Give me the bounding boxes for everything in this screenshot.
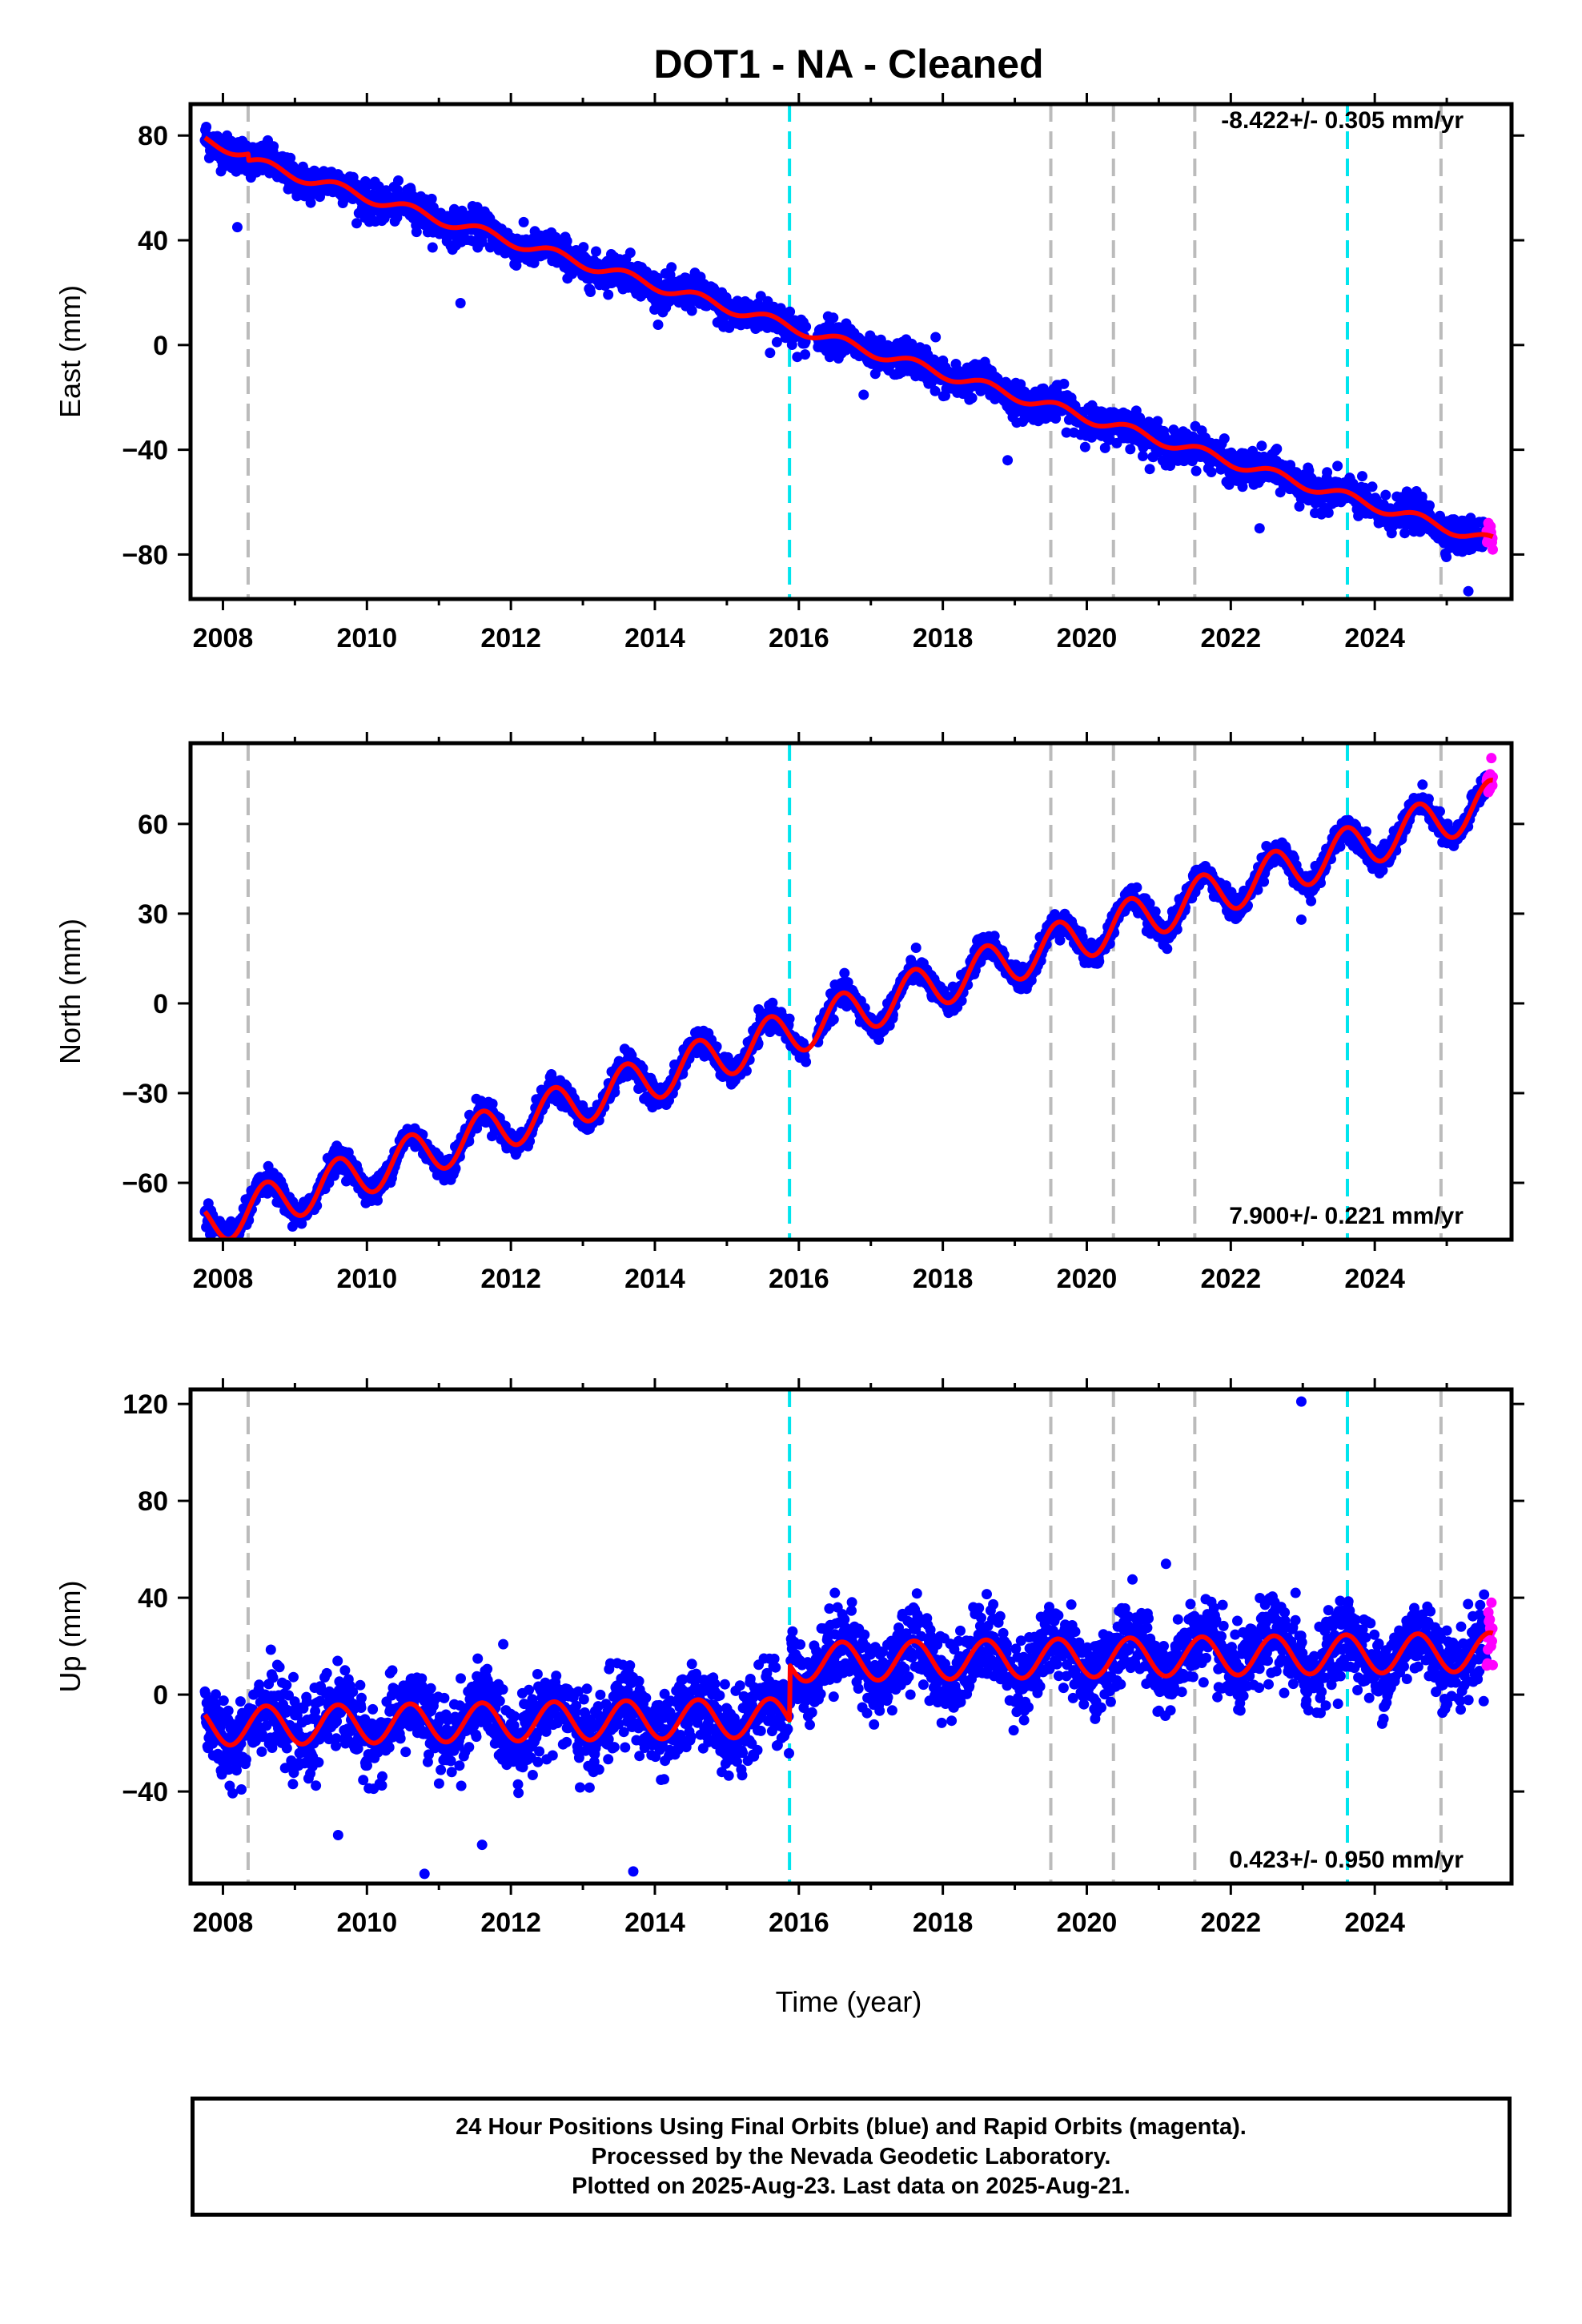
final-point — [1322, 467, 1333, 478]
final-point — [828, 312, 839, 324]
final-point — [665, 269, 676, 280]
chart-title: DOT1 - NA - Cleaned — [653, 42, 1043, 86]
final-point — [393, 175, 404, 186]
y-tick-label: 80 — [138, 121, 168, 151]
data-points-north — [199, 753, 1498, 1252]
final-point — [1357, 471, 1367, 482]
final-point — [800, 349, 811, 360]
outlier-point — [1463, 585, 1474, 597]
outlier-point — [231, 222, 243, 233]
final-point — [1424, 500, 1435, 511]
final-point — [784, 1013, 795, 1024]
final-point — [201, 122, 212, 132]
final-point — [801, 1056, 812, 1068]
final-point — [1152, 416, 1163, 427]
panels-group: 2008 2010 2012 2014 2016 2018 2020 2022 2024 80 40… — [54, 93, 1524, 1938]
x-tick-label: 2016 — [769, 623, 829, 653]
x-tick-label: 2012 — [480, 623, 541, 653]
final-point — [910, 943, 921, 953]
final-point — [391, 212, 403, 223]
y-tick-label: −40 — [122, 436, 168, 466]
final-point — [1219, 433, 1230, 444]
y-tick-label: 40 — [138, 226, 168, 256]
final-point — [1061, 427, 1072, 438]
final-point — [411, 227, 422, 238]
final-point — [426, 193, 437, 204]
final-point — [1271, 444, 1283, 454]
final-point — [624, 247, 636, 259]
x-tick-label: 2024 — [1344, 623, 1405, 653]
outlier-point — [455, 298, 466, 309]
outlier-point — [765, 348, 776, 359]
final-point — [585, 287, 596, 297]
x-tick-label: 2020 — [1057, 623, 1118, 653]
x-tick-label: 2022 — [1200, 623, 1261, 653]
final-point — [427, 242, 438, 253]
y-tick-label: 0 — [153, 331, 168, 361]
final-point — [839, 967, 850, 979]
final-point — [785, 306, 796, 317]
final-point — [930, 385, 941, 396]
final-point — [686, 305, 697, 316]
final-point — [966, 392, 978, 404]
plot-area-north — [199, 743, 1498, 1252]
final-point — [1125, 444, 1136, 455]
final-point — [1441, 552, 1452, 562]
data-points-east — [199, 122, 1498, 597]
final-point — [285, 152, 296, 163]
final-point — [1323, 507, 1334, 518]
final-point — [1058, 378, 1070, 389]
final-point — [786, 340, 797, 350]
final-point — [732, 296, 743, 307]
y-tick-label: −80 — [122, 540, 168, 570]
final-point — [771, 336, 782, 348]
final-point — [518, 216, 529, 227]
x-tick-label: 2018 — [913, 623, 974, 653]
x-tick-label: 2010 — [336, 623, 397, 653]
panel-east: 2008 2010 2012 2014 2016 2018 2020 2022 2024 80 40… — [54, 93, 1524, 653]
outlier-point — [930, 332, 942, 343]
plot-area-east — [199, 104, 1498, 599]
final-point — [591, 246, 601, 257]
x-axis-label: Time (year) — [776, 1985, 922, 2018]
final-point — [1079, 441, 1090, 452]
x-tick-label: 2014 — [624, 623, 685, 653]
final-point — [1191, 465, 1202, 476]
rapid-point — [1488, 544, 1498, 555]
final-point — [652, 320, 664, 330]
x-tick-label: 2008 — [193, 623, 254, 653]
final-point — [1206, 467, 1217, 477]
final-point — [268, 141, 279, 152]
panel-north: 2008 2010 2012 2014 2016 2018 2020 2022 20246030… — [54, 732, 1524, 1294]
final-point — [578, 242, 589, 253]
rate-label-east: -8.422+/- 0.305 mm/yr — [1221, 107, 1464, 134]
final-point — [351, 218, 362, 229]
final-point — [1367, 481, 1378, 493]
final-point — [1099, 442, 1110, 453]
final-point — [305, 197, 316, 208]
final-point — [1380, 489, 1391, 501]
final-point — [792, 352, 803, 363]
final-point — [225, 1242, 235, 1252]
y-axis-label-east: East (mm) — [54, 285, 86, 418]
final-point — [1144, 464, 1155, 475]
final-point — [801, 321, 812, 332]
final-point — [603, 289, 614, 300]
outlier-point — [1002, 455, 1014, 466]
outlier-point — [1254, 523, 1265, 534]
final-point — [561, 235, 572, 247]
final-point — [666, 262, 677, 273]
outlier-point — [858, 389, 869, 400]
final-point — [1332, 460, 1343, 472]
final-point — [476, 236, 488, 247]
final-point — [828, 1014, 839, 1025]
final-point — [1256, 440, 1267, 452]
final-point — [511, 260, 522, 271]
final-point — [1138, 451, 1148, 461]
